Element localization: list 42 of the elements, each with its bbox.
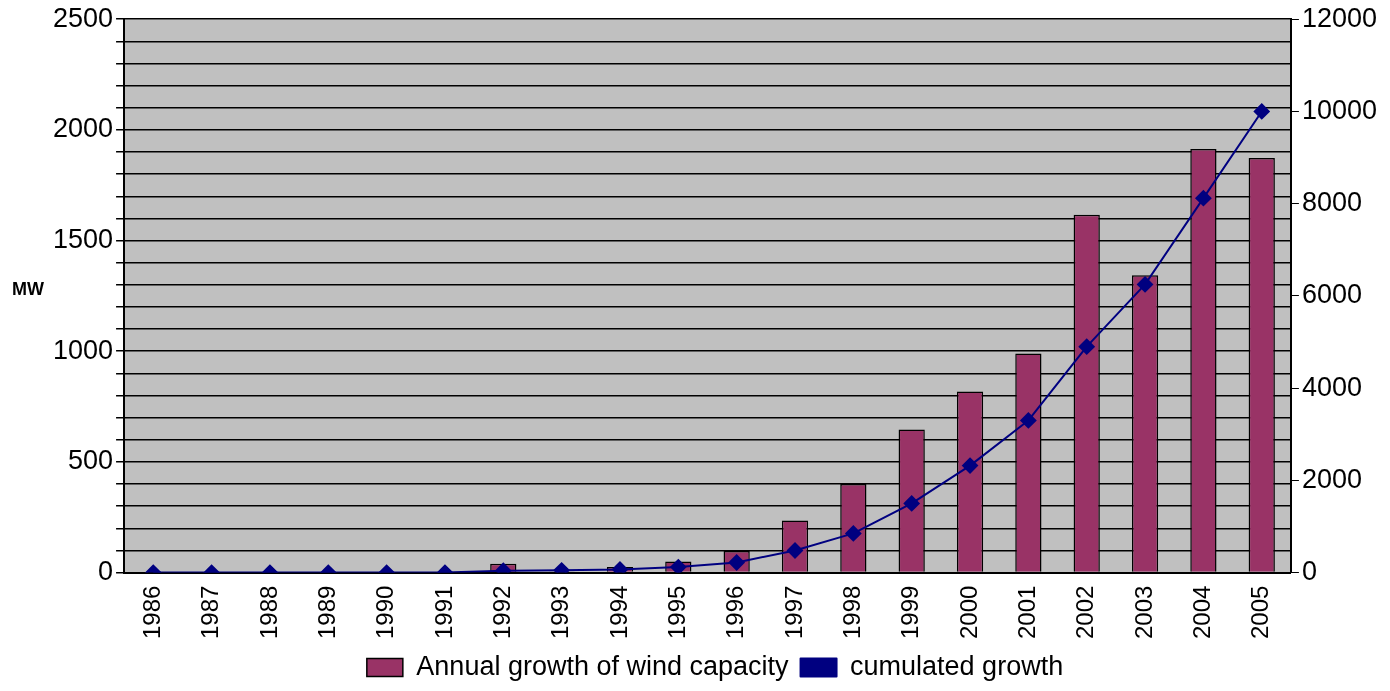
x-tick-label: 2004: [1188, 585, 1216, 639]
y2-tick-label: 0: [1301, 556, 1317, 587]
x-tick-label: 1999: [896, 585, 924, 639]
x-tick-label: 1997: [779, 585, 807, 639]
legend-label: cumulated growth: [850, 650, 1064, 681]
x-tick-label: 2001: [1013, 585, 1040, 639]
x-tick-label: 2000: [954, 585, 982, 639]
x-tick-label: 2005: [1246, 585, 1274, 639]
x-tick-label: 1998: [837, 585, 865, 639]
y2-tick-label: 4000: [1301, 371, 1362, 402]
point: [1078, 338, 1095, 355]
x-tick-label: 1992: [487, 585, 515, 639]
legend-label: Annual growth of wind capacity: [416, 650, 790, 681]
x-tick-label: 2002: [1071, 585, 1099, 639]
point: [1253, 103, 1270, 120]
point: [1020, 412, 1037, 429]
x-tick-label: 1991: [429, 585, 457, 639]
y2-tick-label: 2000: [1301, 463, 1362, 494]
point: [1195, 190, 1212, 207]
x-tick-label: 1989: [312, 585, 340, 639]
x-tick-label: 1988: [254, 585, 282, 639]
point: [962, 457, 979, 474]
y-tick-label: 2500: [52, 2, 114, 33]
x-tick-label: 1987: [196, 585, 224, 639]
y-tick-label: 1500: [52, 224, 114, 255]
y-tick-label: 0: [98, 556, 114, 587]
y2-tick-label: 10000: [1301, 94, 1378, 125]
y-axis-title: MW: [12, 278, 44, 299]
y-tick-label: 500: [68, 445, 114, 476]
x-tick-label: 1993: [546, 585, 574, 639]
y-tick-label: 2000: [52, 113, 114, 144]
y2-tick-label: 12000: [1301, 2, 1378, 33]
x-tick-label: 1986: [137, 585, 165, 639]
x-tick-label: 1990: [371, 585, 399, 639]
x-tick-label: 2003: [1129, 585, 1157, 639]
x-tick-label: 1994: [604, 585, 632, 639]
y-tick-label: 1000: [52, 334, 114, 365]
x-tick-label: 1996: [721, 585, 749, 639]
point: [1137, 276, 1154, 293]
y2-tick-label: 8000: [1301, 187, 1362, 218]
x-tick-label: 1995: [662, 585, 690, 639]
y2-tick-label: 6000: [1301, 279, 1362, 310]
